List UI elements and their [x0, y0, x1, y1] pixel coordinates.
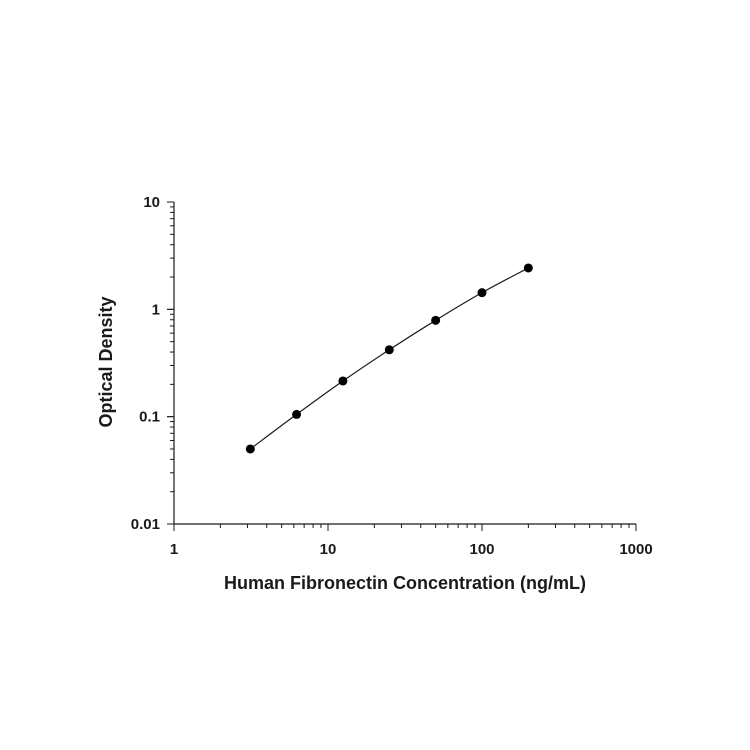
data-point: [431, 315, 441, 325]
data-point: [245, 444, 255, 454]
x-ticks: [173, 524, 637, 531]
data-point: [523, 263, 533, 273]
fit-curve: [249, 267, 529, 450]
data-point: [292, 409, 302, 419]
x-tick-label: 1: [170, 541, 178, 558]
data-points: [245, 263, 533, 454]
x-axis-title: Human Fibronectin Concentration (ng/mL): [224, 573, 586, 593]
y-tick-labels: 10 1 0.1 0.01: [131, 194, 160, 533]
axes: [167, 201, 637, 531]
x-tick-label: 10: [320, 541, 337, 558]
y-tick-label: 0.1: [139, 409, 160, 426]
y-tick-label: 10: [143, 194, 160, 211]
y-tick-label: 0.01: [131, 516, 160, 533]
x-tick-label: 100: [469, 541, 494, 558]
y-tick-label: 1: [152, 301, 160, 318]
x-tick-label: 1000: [619, 541, 652, 558]
data-point: [338, 376, 348, 386]
data-point: [477, 288, 487, 298]
y-axis-title: Optical Density: [96, 296, 116, 427]
y-ticks: [167, 201, 174, 525]
data-point: [384, 345, 394, 355]
x-tick-labels: 1 10 100 1000: [170, 541, 653, 558]
